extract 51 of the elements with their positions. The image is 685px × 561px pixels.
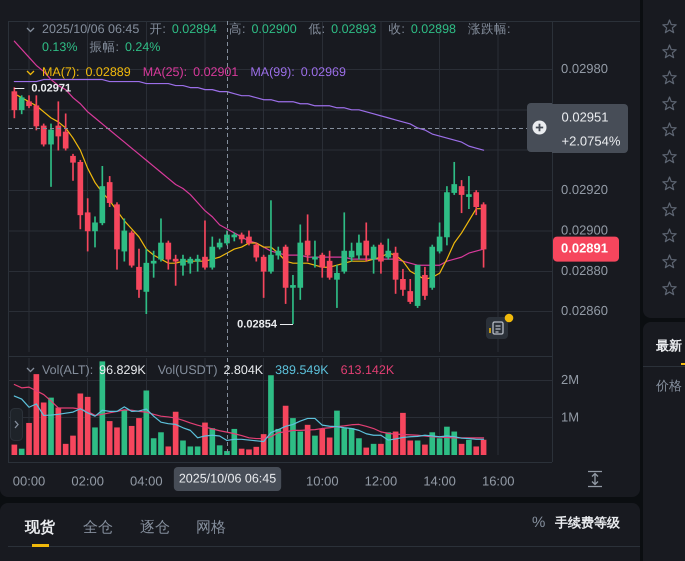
text: 0.02891 — [561, 240, 608, 256]
y-tick-label: 0.02860 — [561, 303, 608, 318]
text: 最新 — [656, 338, 682, 354]
text: 全仓 — [83, 518, 113, 536]
annotation: 0.02969 — [300, 64, 346, 81]
text: 价格 — [656, 378, 682, 394]
annotation: 2.804K — [223, 362, 264, 378]
text: 现货 — [25, 518, 55, 536]
annotation: Vol(USDT) — [158, 362, 218, 379]
annotation: 收: — [388, 21, 405, 38]
ref-line-label: 2025/10/06 06:45 — [178, 471, 276, 486]
annotation: 0.13% — [42, 39, 78, 56]
annotation: 0.02889 — [86, 64, 131, 81]
text: 手续费等级 — [555, 515, 620, 531]
ref-line-label: 0.02951 — [562, 110, 608, 125]
annotation: 开: — [149, 21, 166, 38]
y-tick-label: 0.02900 — [561, 222, 608, 238]
annotation: 613.142K — [340, 362, 394, 378]
x-tick-label: 16:00 — [482, 473, 515, 488]
x-tick-label: 10:00 — [306, 473, 339, 488]
x-tick-label: 12:00 — [364, 473, 398, 488]
annotation: 0.02894 — [172, 21, 217, 38]
annotation: 涨跌幅: — [468, 21, 510, 38]
text: % — [532, 514, 546, 532]
text: 逐仓 — [140, 518, 170, 536]
annotation: 389.549K — [275, 362, 329, 378]
text: +2.0754% — [562, 134, 621, 149]
chart-title: 2025/10/06 06:45 — [42, 21, 140, 38]
annotation: 0.02854 — [237, 318, 278, 331]
series-label: MA(99): — [250, 64, 295, 81]
x-tick-label: 04:00 — [130, 473, 163, 488]
x-tick-label: 00:00 — [12, 473, 46, 488]
y-tick-label: 0.02880 — [561, 262, 608, 278]
y-tick-label: 1M — [561, 409, 580, 424]
annotation: 高: — [229, 21, 246, 38]
annotation: 0.02898 — [410, 21, 456, 38]
y-tick-label: 2M — [561, 372, 580, 387]
y-tick-label: 0.02980 — [561, 61, 608, 76]
annotation: 0.02900 — [251, 21, 297, 38]
annotation: 振幅: — [89, 39, 119, 56]
annotation: 0.02901 — [193, 64, 238, 81]
annotation: 0.02893 — [331, 21, 376, 38]
y-tick-label: 0.02920 — [561, 182, 608, 198]
text: 网格 — [196, 518, 226, 536]
legend-label: MA(7): — [42, 64, 80, 81]
text: MA(25): — [142, 64, 188, 81]
x-tick-label: 14:00 — [423, 473, 456, 488]
x-tick-label: 02:00 — [71, 473, 104, 488]
annotation: 低: — [308, 21, 326, 38]
annotation: 0.24% — [124, 39, 160, 56]
annotation: Vol(ALT): — [42, 362, 94, 379]
